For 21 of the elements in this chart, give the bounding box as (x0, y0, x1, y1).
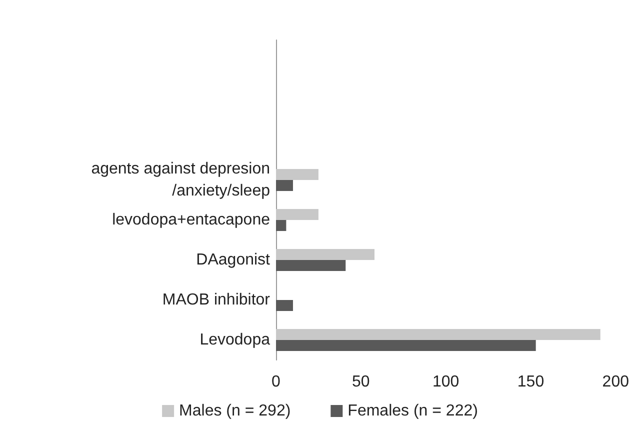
bar (276, 329, 600, 340)
bar (276, 220, 286, 231)
y-tick-label: agents against depresion /anxiety/sleep (91, 160, 270, 200)
y-tick-label: DAagonist (196, 252, 271, 268)
x-tick-label: 50 (352, 374, 370, 390)
bar (276, 209, 318, 220)
x-tick-label: 150 (517, 374, 544, 390)
bar (276, 169, 318, 180)
legend-label: Females (n = 222) (348, 402, 478, 420)
y-tick-label: Levodopa (200, 332, 270, 348)
bar (276, 300, 293, 311)
y-tick-label: levodopa+entacapone (112, 212, 270, 228)
legend-label: Males (n = 292) (179, 402, 291, 420)
y-tick-label: MAOB inhibitor (162, 292, 271, 308)
bar (276, 340, 536, 351)
x-tick-label: 100 (432, 374, 460, 390)
x-tick-label: 0 (272, 374, 281, 390)
bar (276, 180, 293, 191)
bar (276, 249, 374, 260)
x-tick-label: 200 (602, 374, 630, 390)
bar (276, 260, 346, 271)
